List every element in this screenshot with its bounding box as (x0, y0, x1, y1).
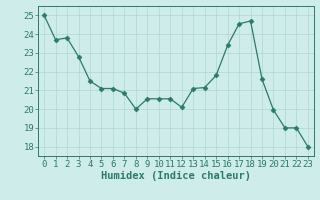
X-axis label: Humidex (Indice chaleur): Humidex (Indice chaleur) (101, 171, 251, 181)
